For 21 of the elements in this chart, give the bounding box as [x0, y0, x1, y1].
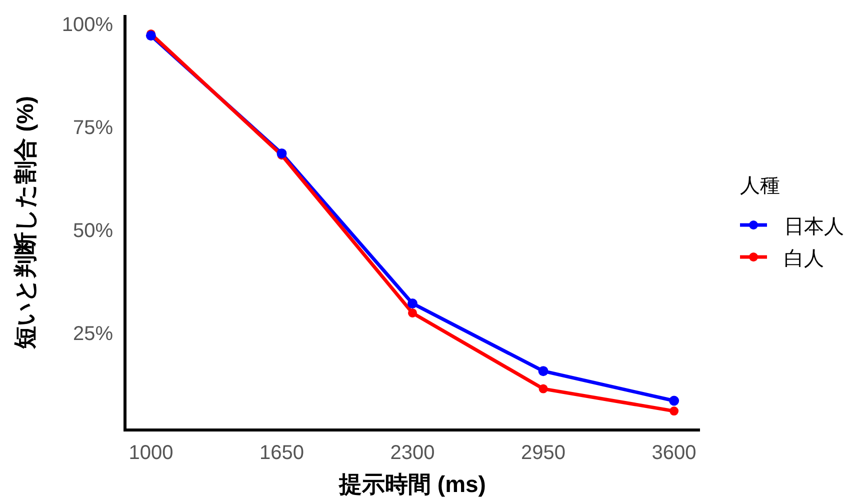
point: [538, 366, 548, 376]
point: [408, 298, 418, 308]
legend-label: 白人: [784, 248, 824, 270]
point: [538, 384, 548, 394]
legend-title: 人種: [740, 175, 780, 197]
x-tick-label: 1650: [259, 442, 304, 464]
y-tick-label: 100%: [62, 14, 114, 36]
point: [670, 406, 679, 416]
point: [146, 30, 156, 41]
y-axis-title: 短いと判断した割合 (%): [12, 96, 38, 350]
point: [408, 308, 417, 318]
x-tick-label: 2300: [390, 442, 435, 464]
x-axis-title: 提示時間 (ms): [338, 471, 486, 497]
y-tick-label: 50%: [72, 220, 114, 242]
point: [669, 396, 680, 406]
legend-label: 日本人: [784, 216, 844, 238]
x-tick-label: 3600: [652, 442, 696, 464]
y-tick-label: 25%: [72, 323, 114, 346]
y-tick-label: 75%: [72, 117, 114, 140]
x-tick-label: 1000: [128, 442, 174, 464]
x-tick-label: 2950: [521, 442, 566, 464]
